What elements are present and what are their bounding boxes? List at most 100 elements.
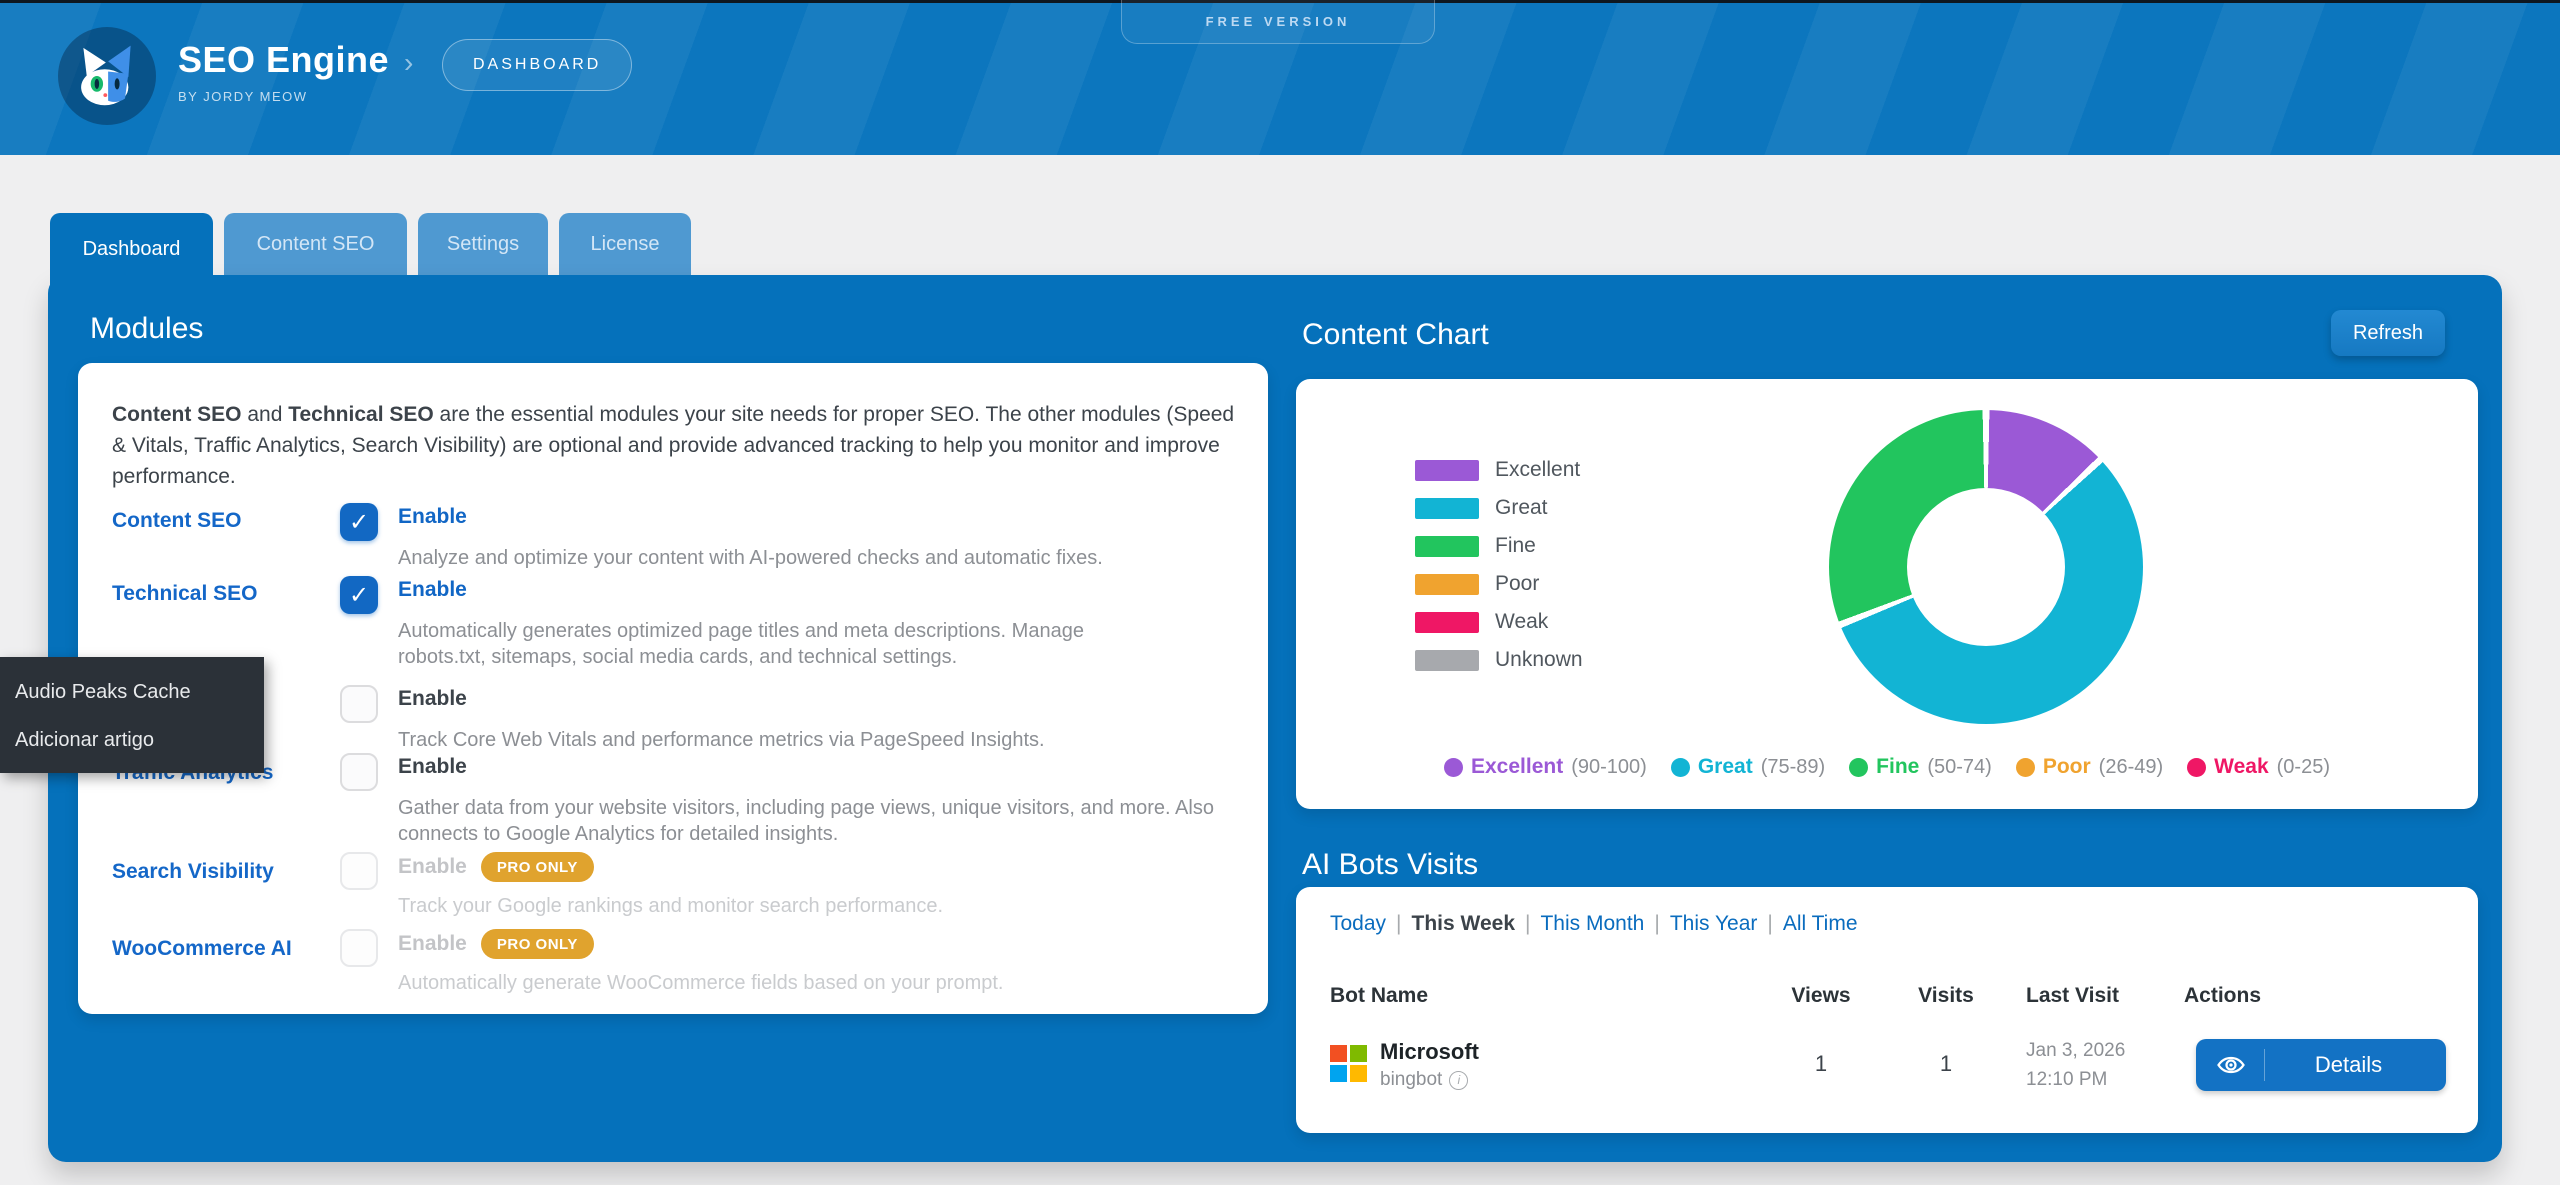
tab-license[interactable]: License [559, 213, 691, 275]
range-name: Great [1697, 755, 1753, 778]
cell-last-visit: Jan 3, 2026 12:10 PM [2026, 1037, 2125, 1094]
filter-separator: | [1525, 912, 1531, 935]
col-header-bot-name: Bot Name [1330, 984, 1429, 1007]
modules-card: Content SEO and Technical SEO are the es… [78, 363, 1268, 1014]
range-name: Weak [2214, 755, 2269, 778]
enable-label-technical-seo[interactable]: Enable [398, 578, 467, 601]
col-header-views: Views [1791, 984, 1851, 1007]
enable-label-search-visibility: Enable PRO ONLY [398, 852, 594, 882]
range-value: (50-74) [1927, 755, 1992, 778]
module-label-technical-seo: Technical SEO [112, 582, 258, 605]
col-header-last-visit: Last Visit [2026, 984, 2119, 1007]
col-header-visits: Visits [1918, 984, 1974, 1007]
filter-today[interactable]: Today [1330, 912, 1387, 935]
content-chart-heading: Content Chart [1302, 318, 1489, 351]
time-filters: Today | This Week | This Month | This Year |… [1330, 912, 1858, 936]
app-title-block: SEO Engine BY JORDY MEOW [178, 39, 389, 104]
filter-separator: | [1767, 912, 1773, 935]
intro-bold-content-seo: Content SEO [112, 403, 242, 426]
legend-item-poor[interactable]: Poor [1415, 565, 1583, 603]
info-icon[interactable] [1449, 1070, 1469, 1090]
filter-this-month[interactable]: This Month [1540, 912, 1645, 935]
enable-text: Enable [398, 855, 467, 878]
range-item-great: Great (75-89) [1670, 755, 1825, 779]
module-desc-speed-vitals: Track Core Web Vitals and performance me… [398, 729, 1045, 751]
range-value: (26-49) [2098, 755, 2164, 778]
checkbox-technical-seo[interactable] [340, 576, 378, 614]
enable-label-speed-vitals[interactable]: Enable [398, 687, 467, 710]
intro-bold-technical-seo: Technical SEO [288, 403, 434, 426]
legend-item-excellent[interactable]: Excellent [1415, 451, 1583, 489]
checkbox-content-seo[interactable] [340, 503, 378, 541]
menu-item-adicionar-artigo[interactable]: Adicionar artigo [15, 729, 154, 751]
ai-bots-heading: AI Bots Visits [1302, 848, 1479, 881]
dot-icon [2015, 757, 2035, 777]
enable-label-content-seo[interactable]: Enable [398, 505, 467, 528]
checkbox-woocommerce-ai[interactable] [340, 929, 378, 967]
filter-all-time[interactable]: All Time [1782, 912, 1858, 935]
cell-visits: 1 [1939, 1051, 1953, 1076]
tab-content-seo[interactable]: Content SEO [224, 213, 407, 275]
app-header: SEO Engine BY JORDY MEOW › DASHBOARD [0, 3, 2560, 155]
dot-icon [1444, 757, 1463, 777]
checkbox-search-visibility[interactable] [340, 852, 378, 890]
col-header-actions: Actions [2184, 984, 2262, 1007]
range-item-weak: Weak (0-25) [2187, 755, 2330, 779]
details-button[interactable]: Details [2196, 1039, 2446, 1091]
legend-label: Fine [1495, 534, 1536, 557]
filter-separator: | [1654, 912, 1660, 935]
admin-context-menu: Audio Peaks Cache Adicionar artigo [0, 657, 264, 773]
legend-item-unknown[interactable]: Unknown [1415, 641, 1583, 679]
module-desc-content-seo: Analyze and optimize your content with A… [398, 547, 1103, 569]
module-desc-technical-seo: Automatically generates optimized page t… [398, 620, 1084, 668]
pro-only-badge-woocommerce: PRO ONLY [480, 929, 594, 959]
score-range-legend: Excellent (90-100) Great (75-89) Fine (50-7… [1296, 755, 2478, 779]
legend-swatch [1415, 611, 1479, 633]
range-name: Poor [2042, 755, 2091, 778]
modules-heading: Modules [90, 312, 204, 345]
bot-agent: bingbot [1380, 1069, 1469, 1091]
cat-logo-icon [81, 45, 131, 106]
checkbox-speed-vitals[interactable] [340, 685, 378, 723]
legend-item-fine[interactable]: Fine [1415, 527, 1583, 565]
filter-separator: | [1396, 912, 1402, 935]
legend-item-weak[interactable]: Weak [1415, 603, 1583, 641]
filter-this-week[interactable]: This Week [1411, 912, 1515, 935]
legend-label: Poor [1495, 572, 1540, 595]
legend-label: Weak [1495, 610, 1549, 633]
tab-settings[interactable]: Settings [418, 213, 548, 275]
menu-item-audio-peaks-cache[interactable]: Audio Peaks Cache [15, 681, 191, 703]
top-strip [0, 0, 2560, 3]
range-value: (0-25) [2276, 755, 2330, 778]
last-visit-time: 12:10 PM [2026, 1068, 2108, 1090]
module-desc-traffic-analytics: Gather data from your website visitors, … [398, 797, 1214, 845]
tab-dashboard[interactable]: Dashboard [50, 213, 213, 285]
refresh-button[interactable]: Refresh [2331, 310, 2445, 356]
bot-agent-label: bingbot [1380, 1069, 1443, 1090]
free-version-badge: FREE VERSION [1121, 0, 1435, 44]
app-title: SEO Engine [178, 39, 390, 80]
legend-label: Unknown [1495, 648, 1583, 671]
app-logo [58, 27, 156, 125]
range-value: (90-100) [1571, 755, 1647, 778]
dot-icon [2187, 757, 2207, 777]
module-desc-search-visibility: Track your Google rankings and monitor s… [398, 895, 944, 917]
range-item-excellent: Excellent (90-100) [1444, 755, 1647, 779]
range-name: Fine [1876, 755, 1920, 778]
legend-swatch [1415, 649, 1479, 671]
enable-label-woocommerce-ai: Enable PRO ONLY [398, 929, 594, 959]
checkbox-traffic-analytics[interactable] [340, 753, 378, 791]
filter-this-year[interactable]: This Year [1669, 912, 1758, 935]
ms-square-yellow [1350, 1065, 1367, 1082]
app-subtitle: BY JORDY MEOW [178, 89, 308, 104]
breadcrumb[interactable]: DASHBOARD [442, 39, 633, 91]
legend-item-great[interactable]: Great [1415, 489, 1583, 527]
range-item-poor: Poor (26-49) [2015, 755, 2164, 779]
donut-hole [1907, 488, 2065, 646]
legend-label: Excellent [1495, 458, 1581, 481]
details-button-label: Details [2314, 1052, 2383, 1077]
enable-label-traffic-analytics[interactable]: Enable [398, 755, 467, 778]
ai-bots-card: Today | This Week | This Month | This Year |… [1296, 887, 2478, 1133]
legend-swatch [1415, 459, 1479, 481]
